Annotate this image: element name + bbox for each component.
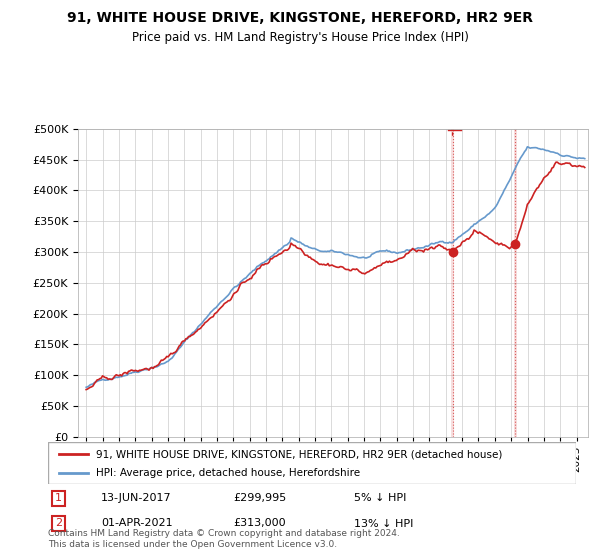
Text: Price paid vs. HM Land Registry's House Price Index (HPI): Price paid vs. HM Land Registry's House … xyxy=(131,31,469,44)
Text: HPI: Average price, detached house, Herefordshire: HPI: Average price, detached house, Here… xyxy=(95,468,359,478)
Text: 1: 1 xyxy=(0,559,1,560)
Text: 91, WHITE HOUSE DRIVE, KINGSTONE, HEREFORD, HR2 9ER: 91, WHITE HOUSE DRIVE, KINGSTONE, HEREFO… xyxy=(67,11,533,25)
Bar xyxy=(451,129,454,437)
Text: 2: 2 xyxy=(55,519,62,529)
Bar xyxy=(514,129,517,437)
Text: 91, WHITE HOUSE DRIVE, KINGSTONE, HEREFORD, HR2 9ER (detached house): 91, WHITE HOUSE DRIVE, KINGSTONE, HEREFO… xyxy=(95,449,502,459)
Text: 13-JUN-2017: 13-JUN-2017 xyxy=(101,493,172,503)
Text: 13% ↓ HPI: 13% ↓ HPI xyxy=(354,519,413,529)
Text: £299,995: £299,995 xyxy=(233,493,286,503)
Text: £313,000: £313,000 xyxy=(233,519,286,529)
Text: 5% ↓ HPI: 5% ↓ HPI xyxy=(354,493,407,503)
Text: 01-APR-2021: 01-APR-2021 xyxy=(101,519,172,529)
Text: 1: 1 xyxy=(55,493,62,503)
Text: 2: 2 xyxy=(0,559,1,560)
FancyBboxPatch shape xyxy=(48,442,576,484)
Text: Contains HM Land Registry data © Crown copyright and database right 2024.
This d: Contains HM Land Registry data © Crown c… xyxy=(48,529,400,549)
